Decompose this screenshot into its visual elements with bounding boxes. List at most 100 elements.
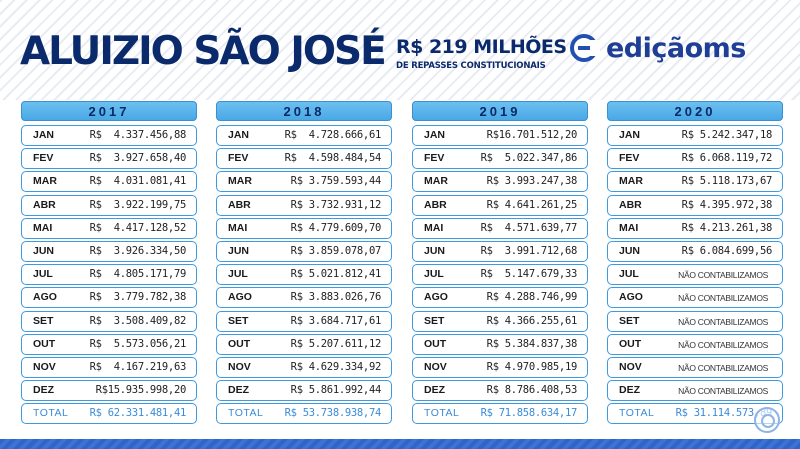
month-label: OUT — [33, 337, 56, 350]
year-column: 2020 JAN R$ 5.242.347,18 FEV R$ 6.068.119,72… — [607, 101, 783, 426]
month-value: R$ 5.573.056,21 — [89, 337, 187, 350]
month-row: SET NÃO CONTABILIZAMOS — [607, 310, 783, 332]
month-value: R$ 4.629.334,92 — [290, 360, 382, 373]
month-row: NOV R$ 4.629.334,92 — [216, 356, 392, 378]
month-label: OUT — [228, 337, 251, 350]
year-header: 2018 — [216, 101, 392, 121]
month-value: R$ 4.288.746,99 — [486, 291, 578, 304]
month-value: R$ 4.337.456,88 — [89, 129, 187, 141]
month-row: NOV R$ 4.970.985,19 — [412, 356, 588, 378]
month-label: JUL — [228, 268, 248, 281]
month-row: JAN R$16.701.512,20 — [412, 125, 588, 146]
brand-logo: ediçãoms — [570, 28, 746, 68]
month-label: NOV — [228, 360, 251, 373]
month-label: SET — [619, 314, 640, 327]
month-row: OUT R$ 5.573.056,21 — [21, 333, 197, 355]
year-header: 2017 — [21, 101, 197, 121]
month-row: MAR R$ 3.993.247,38 — [412, 171, 588, 193]
month-value: R$ 4.571.639,77 — [480, 221, 578, 234]
year-header: 2020 — [607, 101, 783, 121]
month-value: R$15.935.998,20 — [95, 384, 187, 397]
month-value: R$ 4.395.972,38 — [681, 198, 773, 211]
month-value: R$ 6.068.119,72 — [681, 152, 773, 165]
month-rows: JAN R$ 4.337.456,88 FEV R$ 3.927.658,40 MAR R… — [21, 125, 197, 425]
month-row: NOV NÃO CONTABILIZAMOS — [607, 356, 783, 378]
month-row: FEV R$ 3.927.658,40 — [21, 148, 197, 170]
month-row: JUN R$ 3.991.712,68 — [412, 240, 588, 262]
month-row: AGO R$ 3.779.782,38 — [21, 287, 197, 309]
page-title: ALUIZIO SÃO JOSÉ — [20, 29, 387, 74]
total-value: R$ 31.114.573,89 — [675, 407, 773, 420]
month-value: R$ 4.779.609,70 — [290, 221, 382, 234]
month-value: R$ 3.684.717,61 — [290, 314, 382, 327]
month-label: DEZ — [619, 384, 640, 397]
month-value: R$ 4.167.219,63 — [89, 360, 187, 373]
month-label: FEV — [33, 152, 54, 165]
month-value: R$ 5.384.837,38 — [486, 337, 578, 350]
month-row: SET R$ 3.684.717,61 — [216, 310, 392, 332]
month-row: AGO R$ 3.883.026,76 — [216, 287, 392, 309]
month-value: R$ 3.991.712,68 — [480, 244, 578, 257]
zoom-icon[interactable] — [754, 407, 780, 433]
month-value: R$ 3.883.026,76 — [290, 291, 382, 304]
total-row: TOTAL R$ 31.114.573,89 — [607, 403, 783, 425]
month-label: AGO — [228, 291, 252, 304]
total-amount-headline: R$ 219 MILHÕES — [396, 36, 567, 58]
month-row: DEZ R$ 8.786.408,53 — [412, 380, 588, 402]
month-value: R$ 3.759.593,44 — [290, 175, 382, 188]
month-row: SET R$ 4.366.255,61 — [412, 310, 588, 332]
edicaoms-logo-icon — [570, 34, 600, 62]
month-label: MAI — [619, 221, 639, 234]
month-label: MAI — [424, 221, 444, 234]
month-row: JAN R$ 4.337.456,88 — [21, 125, 197, 146]
month-row: OUT NÃO CONTABILIZAMOS — [607, 333, 783, 355]
month-row: ABR R$ 4.641.261,25 — [412, 194, 588, 216]
month-value: R$ 3.926.334,50 — [89, 244, 187, 257]
month-value: R$ 4.366.255,61 — [486, 314, 578, 327]
month-row: MAI R$ 4.417.128,52 — [21, 217, 197, 239]
month-label: NOV — [33, 360, 56, 373]
month-value: R$ 4.417.128,52 — [89, 221, 187, 234]
month-label: DEZ — [33, 384, 54, 397]
month-value: R$ 8.786.408,53 — [486, 384, 578, 397]
month-label: SET — [228, 314, 249, 327]
month-value: R$ 3.732.931,12 — [290, 198, 382, 211]
month-value: NÃO CONTABILIZAMOS — [678, 386, 768, 397]
month-row: DEZ R$ 5.861.992,44 — [216, 380, 392, 402]
month-row: JUN R$ 3.926.334,50 — [21, 240, 197, 262]
month-label: MAR — [228, 175, 252, 188]
month-row: JAN R$ 4.728.666,61 — [216, 125, 392, 146]
month-row: ABR R$ 4.395.972,38 — [607, 194, 783, 216]
month-row: MAI R$ 4.571.639,77 — [412, 217, 588, 239]
month-row: MAR R$ 4.031.081,41 — [21, 171, 197, 193]
month-value: R$16.701.512,20 — [486, 129, 578, 141]
month-label: JAN — [228, 129, 250, 141]
month-value: R$ 5.021.812,41 — [290, 268, 382, 281]
month-value: R$ 6.084.699,56 — [681, 244, 773, 257]
total-label: TOTAL — [228, 407, 264, 420]
month-label: JUL — [33, 268, 53, 281]
year-header: 2019 — [412, 101, 588, 121]
total-row: TOTAL R$ 62.331.481,41 — [21, 403, 197, 425]
month-label: DEZ — [228, 384, 249, 397]
total-value: R$ 71.858.634,17 — [480, 407, 578, 420]
month-row: FEV R$ 5.022.347,86 — [412, 148, 588, 170]
footer-stripe — [0, 439, 800, 449]
month-value: NÃO CONTABILIZAMOS — [678, 362, 768, 373]
month-label: OUT — [619, 337, 642, 350]
month-row: MAI R$ 4.779.609,70 — [216, 217, 392, 239]
month-value: R$ 5.207.611,12 — [290, 337, 382, 350]
month-row: ABR R$ 3.922.199,75 — [21, 194, 197, 216]
month-row: JUL NÃO CONTABILIZAMOS — [607, 264, 783, 286]
year-column: 2019 JAN R$16.701.512,20 FEV R$ 5.022.347,86… — [412, 101, 588, 426]
month-label: FEV — [424, 152, 445, 165]
month-value: R$ 3.508.409,82 — [89, 314, 187, 327]
month-label: JUL — [619, 268, 639, 281]
month-row: JUN R$ 6.084.699,56 — [607, 240, 783, 262]
month-row: MAR R$ 3.759.593,44 — [216, 171, 392, 193]
month-rows: JAN R$ 5.242.347,18 FEV R$ 6.068.119,72 MAR R… — [607, 125, 783, 425]
month-row: AGO NÃO CONTABILIZAMOS — [607, 287, 783, 309]
month-value: R$ 5.861.992,44 — [290, 384, 382, 397]
month-label: JUL — [424, 268, 444, 281]
month-value: R$ 3.993.247,38 — [486, 175, 578, 188]
